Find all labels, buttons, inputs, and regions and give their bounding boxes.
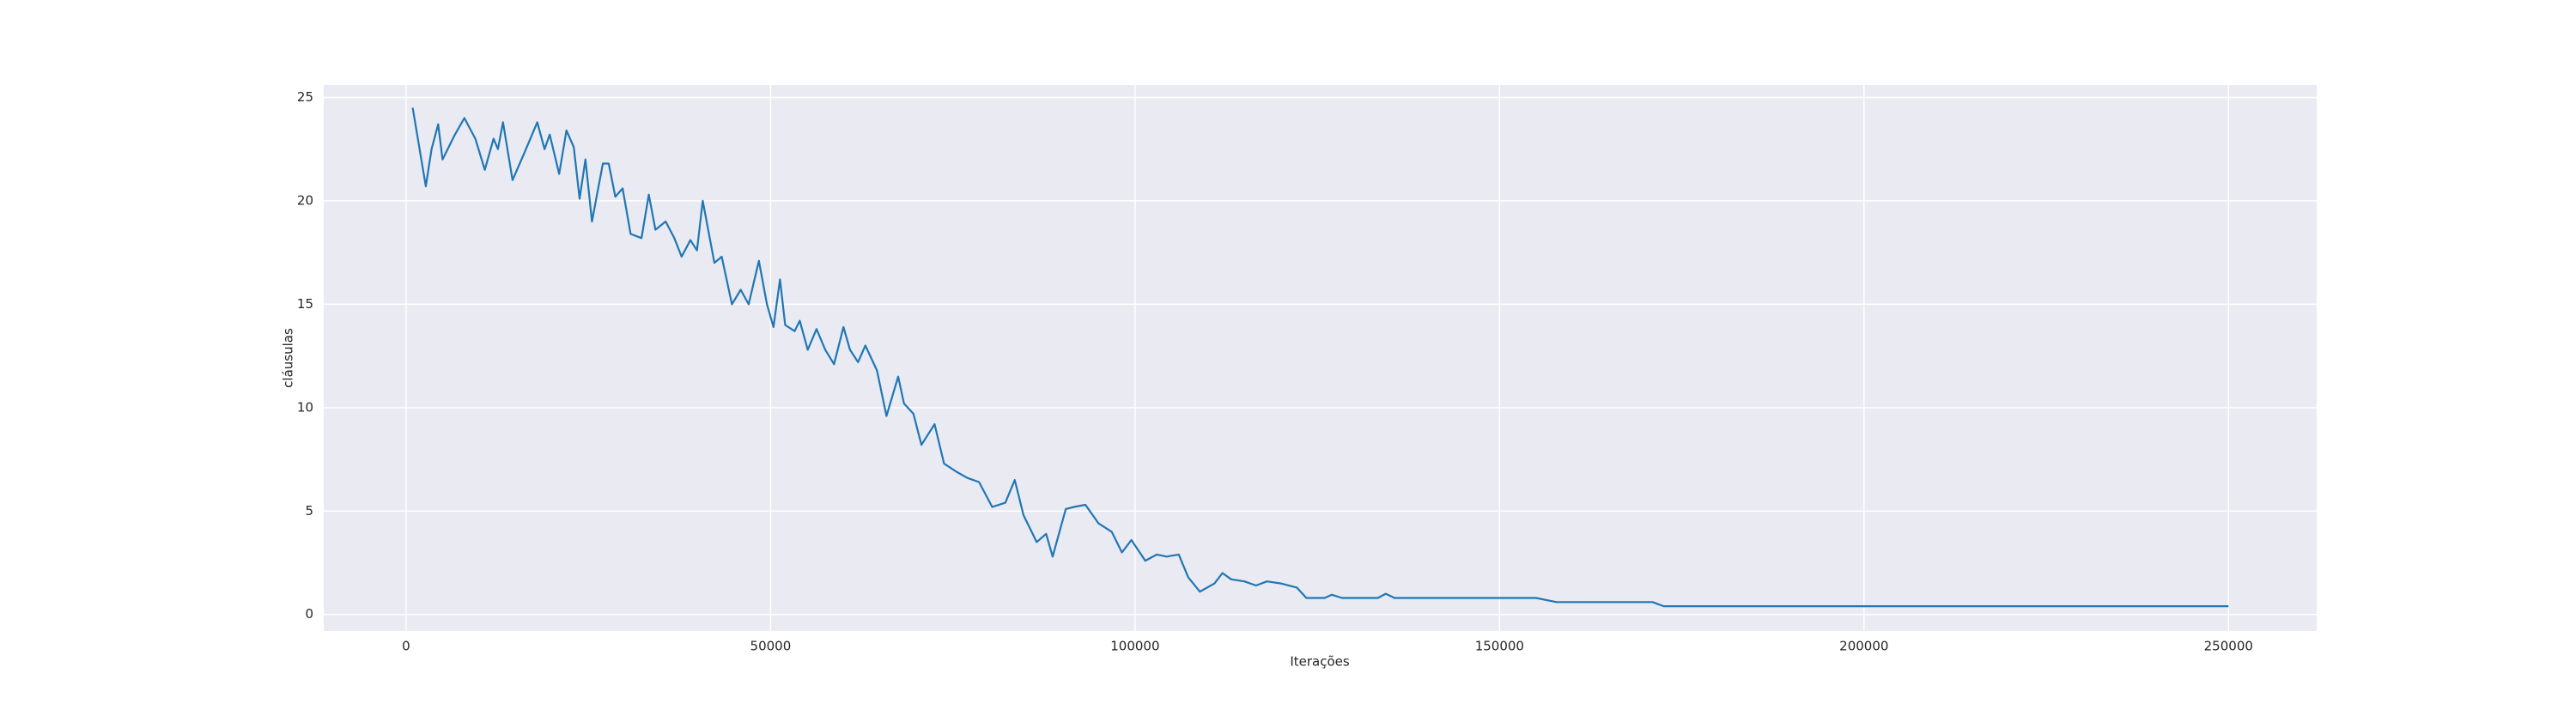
data-line: [411, 107, 2229, 608]
plot-area: [324, 85, 2317, 631]
x-axis-label: Iterações: [1290, 654, 1350, 670]
x-tick-label: 150000: [1475, 639, 1524, 654]
x-tick-label: 100000: [1110, 639, 1159, 654]
y-tick-label: 20: [297, 192, 313, 208]
y-tick-label: 25: [297, 89, 313, 105]
x-tick-label: 0: [402, 639, 410, 654]
y-tick-label: 15: [297, 296, 313, 312]
x-tick-label: 250000: [2204, 639, 2253, 654]
y-tick-label: 10: [297, 399, 313, 415]
x-tick-label: 50000: [750, 639, 792, 654]
x-tick-label: 200000: [1839, 639, 1888, 654]
y-tick-label: 0: [305, 606, 313, 622]
y-tick-label: 5: [305, 503, 313, 519]
y-axis-label: cláusulas: [281, 328, 296, 388]
